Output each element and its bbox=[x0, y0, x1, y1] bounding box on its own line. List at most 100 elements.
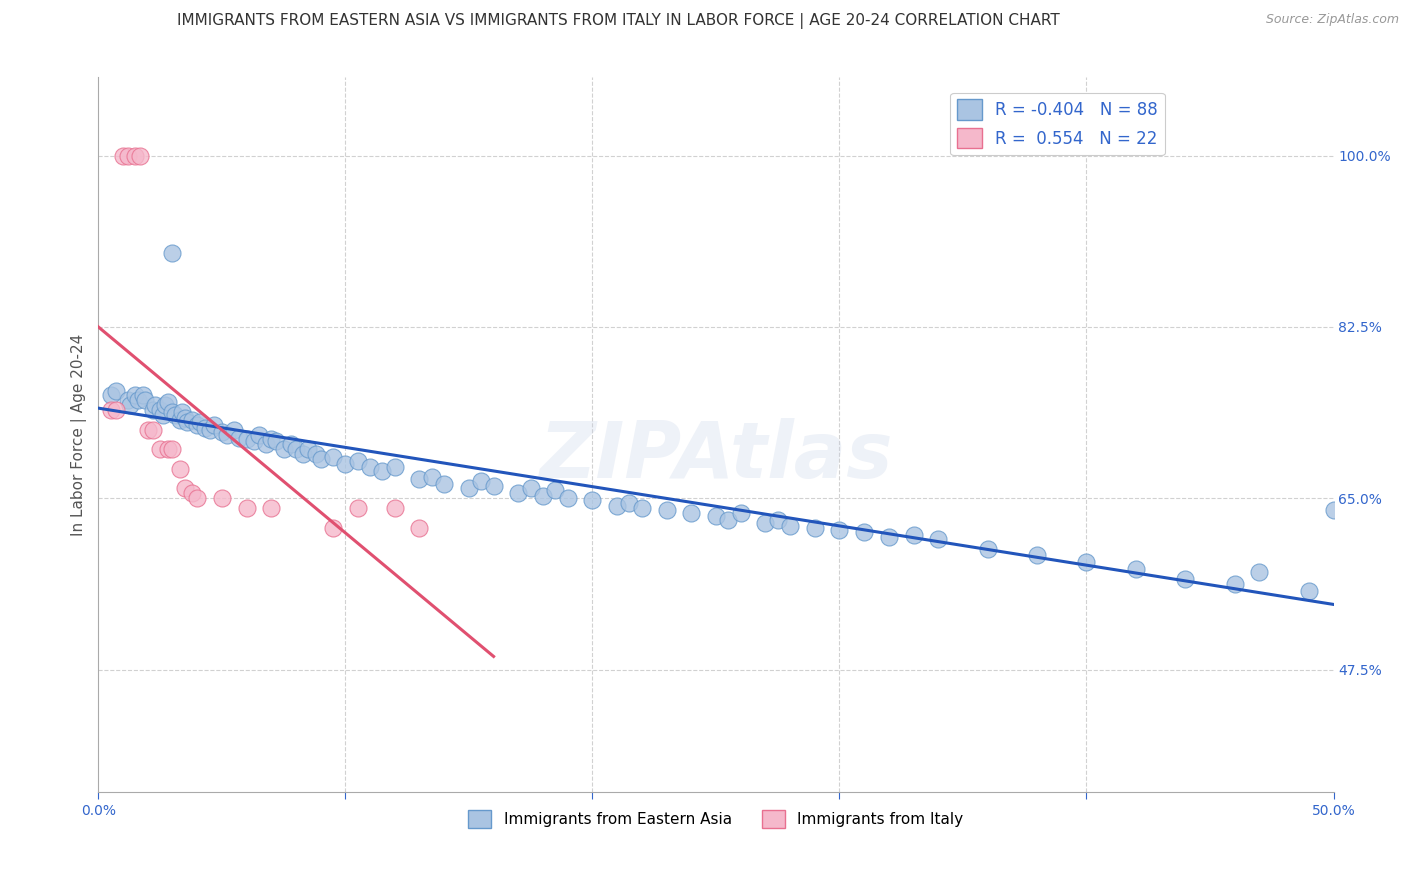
Point bbox=[153, 398, 176, 412]
Point bbox=[186, 417, 208, 432]
Point bbox=[508, 486, 530, 500]
Point bbox=[346, 454, 368, 468]
Legend: Immigrants from Eastern Asia, Immigrants from Italy: Immigrants from Eastern Asia, Immigrants… bbox=[463, 804, 970, 834]
Point bbox=[292, 447, 315, 461]
Point bbox=[142, 403, 165, 417]
Text: IMMIGRANTS FROM EASTERN ASIA VS IMMIGRANTS FROM ITALY IN LABOR FORCE | AGE 20-24: IMMIGRANTS FROM EASTERN ASIA VS IMMIGRAN… bbox=[177, 13, 1060, 29]
Point bbox=[619, 496, 641, 510]
Point bbox=[519, 482, 541, 496]
Point bbox=[127, 393, 149, 408]
Point bbox=[228, 431, 250, 445]
Point bbox=[188, 415, 211, 429]
Point bbox=[655, 503, 678, 517]
Point bbox=[169, 462, 191, 476]
Point bbox=[104, 384, 127, 398]
Point bbox=[100, 388, 122, 402]
Point bbox=[136, 423, 159, 437]
Point bbox=[433, 476, 456, 491]
Point bbox=[1026, 548, 1049, 562]
Point bbox=[264, 434, 287, 449]
Point bbox=[1249, 565, 1271, 579]
Point bbox=[384, 459, 406, 474]
Point bbox=[162, 405, 184, 419]
Point bbox=[117, 393, 139, 408]
Point bbox=[181, 413, 204, 427]
Point bbox=[803, 520, 825, 534]
Point bbox=[408, 520, 430, 534]
Point bbox=[359, 459, 381, 474]
Point bbox=[779, 518, 801, 533]
Point bbox=[211, 491, 233, 506]
Point bbox=[247, 427, 270, 442]
Point bbox=[243, 434, 266, 449]
Y-axis label: In Labor Force | Age 20-24: In Labor Force | Age 20-24 bbox=[72, 334, 87, 536]
Point bbox=[1125, 562, 1147, 576]
Point bbox=[457, 482, 479, 496]
Point bbox=[335, 457, 357, 471]
Point bbox=[297, 442, 319, 457]
Point bbox=[606, 499, 628, 513]
Point bbox=[408, 472, 430, 486]
Point bbox=[305, 447, 328, 461]
Point bbox=[828, 523, 851, 537]
Point bbox=[976, 542, 998, 557]
Point bbox=[173, 411, 195, 425]
Point bbox=[142, 423, 165, 437]
Point bbox=[309, 452, 332, 467]
Point bbox=[544, 483, 567, 498]
Point bbox=[235, 433, 257, 447]
Point bbox=[100, 403, 122, 417]
Point bbox=[482, 479, 505, 493]
Point bbox=[280, 437, 302, 451]
Point bbox=[172, 405, 194, 419]
Point bbox=[927, 533, 949, 547]
Point bbox=[730, 506, 752, 520]
Point bbox=[260, 433, 283, 447]
Point bbox=[630, 501, 652, 516]
Point bbox=[273, 442, 295, 457]
Point bbox=[557, 491, 579, 506]
Point bbox=[717, 513, 740, 527]
Point bbox=[169, 413, 191, 427]
Point bbox=[420, 469, 443, 483]
Point bbox=[156, 442, 179, 457]
Point bbox=[211, 425, 233, 439]
Point bbox=[235, 501, 257, 516]
Point bbox=[152, 408, 174, 422]
Point bbox=[186, 491, 208, 506]
Point bbox=[1322, 503, 1344, 517]
Point bbox=[346, 501, 368, 516]
Point bbox=[120, 398, 142, 412]
Point bbox=[198, 423, 221, 437]
Point bbox=[204, 417, 226, 432]
Point bbox=[877, 530, 900, 544]
Point bbox=[156, 395, 179, 409]
Point bbox=[163, 408, 186, 422]
Point bbox=[181, 486, 204, 500]
Point bbox=[704, 508, 727, 523]
Text: Source: ZipAtlas.com: Source: ZipAtlas.com bbox=[1265, 13, 1399, 27]
Text: ZIPAtlas: ZIPAtlas bbox=[538, 418, 893, 494]
Point bbox=[215, 427, 238, 442]
Point bbox=[384, 501, 406, 516]
Point bbox=[104, 403, 127, 417]
Point bbox=[224, 423, 246, 437]
Point bbox=[581, 493, 603, 508]
Point bbox=[143, 398, 166, 412]
Point bbox=[173, 482, 195, 496]
Point bbox=[132, 388, 155, 402]
Point bbox=[853, 525, 876, 540]
Point bbox=[470, 474, 492, 488]
Point bbox=[162, 246, 184, 260]
Point bbox=[194, 421, 217, 435]
Point bbox=[162, 442, 184, 457]
Point bbox=[129, 148, 152, 162]
Point bbox=[531, 489, 554, 503]
Point bbox=[1076, 555, 1098, 569]
Point bbox=[754, 516, 776, 530]
Point bbox=[681, 506, 703, 520]
Point bbox=[112, 148, 135, 162]
Point bbox=[285, 442, 308, 457]
Point bbox=[117, 148, 139, 162]
Point bbox=[124, 388, 146, 402]
